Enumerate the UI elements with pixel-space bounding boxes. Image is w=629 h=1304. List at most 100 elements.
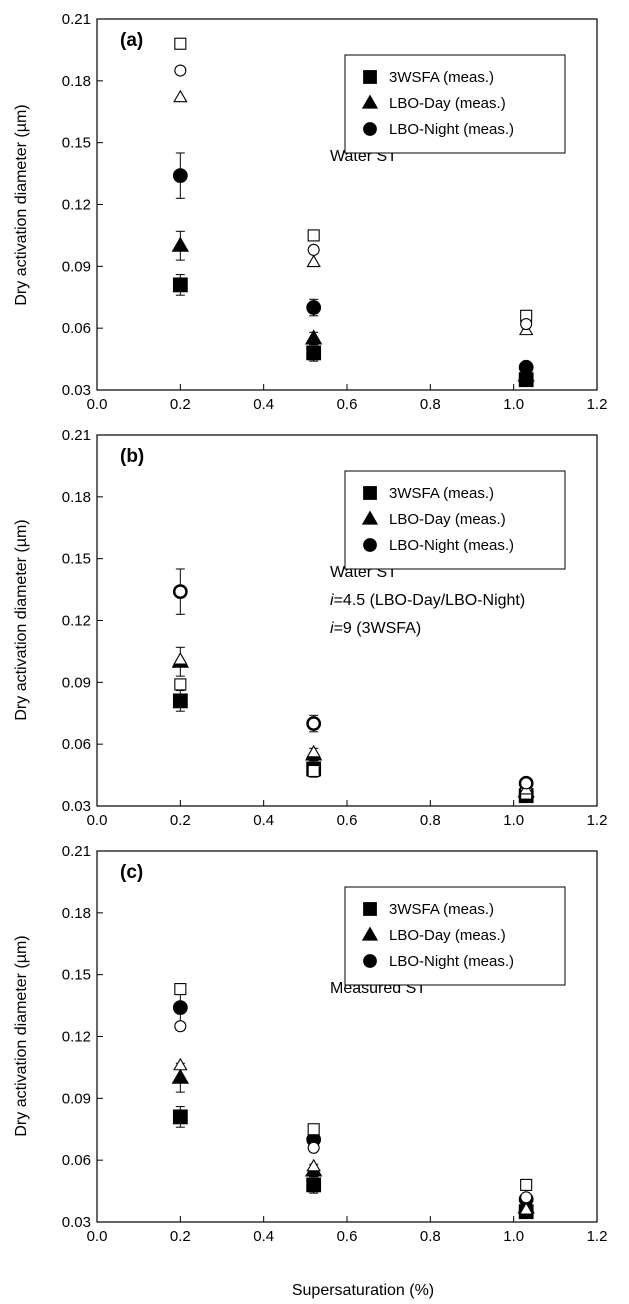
- annotation-text: i=9 (3WSFA): [330, 620, 421, 637]
- data-point-open: [520, 1191, 533, 1204]
- legend-box: [344, 886, 566, 986]
- legend-marker: [363, 954, 377, 968]
- legend-entry: LBO-Night (meas.): [389, 121, 514, 138]
- legend-box: [344, 54, 566, 154]
- y-tick-label: 0.18: [62, 489, 91, 506]
- y-axis-label: Dry activation diameter (µm): [13, 519, 30, 720]
- annotation-text: i=4.5 (LBO-Day/LBO-Night): [330, 592, 525, 609]
- y-tick-label: 0.12: [62, 613, 91, 630]
- data-point-measured: [171, 236, 190, 252]
- x-tick-label: 0.4: [253, 396, 274, 413]
- y-tick-label: 0.18: [62, 905, 91, 922]
- data-point-open: [306, 744, 321, 758]
- x-tick-label: 0.8: [420, 812, 441, 829]
- y-tick-label: 0.03: [62, 1214, 91, 1231]
- data-point-open: [306, 1158, 321, 1172]
- data-point-open: [307, 717, 320, 730]
- data-point-open: [307, 243, 320, 256]
- y-tick-label: 0.21: [62, 11, 91, 28]
- data-point-open: [173, 89, 188, 103]
- data-point-measured: [172, 1109, 188, 1125]
- legend-entry: 3WSFA (meas.): [389, 485, 494, 502]
- x-tick-label: 1.0: [503, 812, 524, 829]
- legend-entry: 3WSFA (meas.): [389, 69, 494, 86]
- x-tick-label: 0.0: [87, 1228, 108, 1245]
- data-point-open: [306, 254, 321, 268]
- y-tick-label: 0.15: [62, 135, 91, 152]
- legend-entry: LBO-Night (meas.): [389, 537, 514, 554]
- legend-entry: LBO-Night (meas.): [389, 953, 514, 970]
- x-tick-label: 0.0: [87, 812, 108, 829]
- data-point-open: [174, 64, 187, 77]
- legend-marker: [363, 538, 377, 552]
- y-axis-label: Dry activation diameter (µm): [13, 935, 30, 1136]
- panel-label: (c): [120, 862, 143, 883]
- chart-panel: 0.03 0.06 0.09 0.12 0.15 0.18 0.21 0.0 0.2 0.4 0.6…: [62, 843, 608, 1245]
- y-tick-label: 0.21: [62, 843, 91, 860]
- data-point-measured: [172, 693, 188, 709]
- y-tick-label: 0.09: [62, 258, 91, 275]
- data-point-measured: [171, 1068, 190, 1084]
- data-point-measured: [518, 359, 534, 375]
- data-point-open: [174, 983, 187, 996]
- data-point-open: [520, 1178, 533, 1191]
- y-tick-label: 0.09: [62, 674, 91, 691]
- y-tick-label: 0.15: [62, 967, 91, 984]
- data-point-measured: [172, 168, 188, 184]
- legend-marker: [361, 926, 379, 941]
- y-tick-label: 0.12: [62, 197, 91, 214]
- legend-entry: LBO-Day (meas.): [389, 927, 506, 944]
- x-tick-label: 1.2: [587, 812, 608, 829]
- data-point-measured: [172, 1000, 188, 1016]
- x-tick-label: 0.4: [253, 1228, 274, 1245]
- y-tick-label: 0.21: [62, 427, 91, 444]
- data-point-open: [307, 1123, 320, 1136]
- legend-marker: [361, 510, 379, 525]
- chart-panel: 0.03 0.06 0.09 0.12 0.15 0.18 0.21 0.0 0.2 0.4 0.6…: [62, 427, 608, 829]
- x-tick-label: 0.8: [420, 396, 441, 413]
- data-point-open: [174, 1020, 187, 1033]
- x-tick-label: 1.2: [587, 1228, 608, 1245]
- y-axis-label: Dry activation diameter (µm): [13, 104, 30, 305]
- legend-entry: LBO-Day (meas.): [389, 511, 506, 528]
- y-tick-label: 0.15: [62, 551, 91, 568]
- data-point-open: [307, 764, 320, 778]
- data-point-open: [174, 37, 187, 50]
- data-point-measured: [306, 1177, 322, 1193]
- data-point-open: [174, 585, 187, 598]
- data-point-open: [307, 229, 320, 242]
- x-tick-label: 0.6: [337, 1228, 358, 1245]
- x-tick-label: 0.0: [87, 396, 108, 413]
- legend-box: [344, 470, 566, 570]
- y-tick-label: 0.06: [62, 1152, 91, 1169]
- legend-marker: [363, 70, 377, 84]
- legend-entry: 3WSFA (meas.): [389, 901, 494, 918]
- legend-marker: [361, 94, 379, 109]
- data-point-open: [174, 678, 187, 691]
- data-point-open: [520, 777, 533, 790]
- data-point-open: [307, 1141, 320, 1154]
- legend-entry: LBO-Day (meas.): [389, 95, 506, 112]
- y-tick-label: 0.03: [62, 382, 91, 399]
- data-point-open: [518, 1202, 534, 1215]
- x-tick-label: 0.6: [337, 396, 358, 413]
- legend-marker: [363, 122, 377, 136]
- data-point-measured: [172, 277, 188, 293]
- x-tick-label: 0.8: [420, 1228, 441, 1245]
- data-point-open: [173, 652, 188, 665]
- x-tick-label: 0.2: [170, 1228, 191, 1245]
- y-tick-label: 0.06: [62, 320, 91, 337]
- data-point-open: [520, 317, 533, 331]
- y-tick-label: 0.18: [62, 73, 91, 90]
- x-tick-label: 1.0: [503, 396, 524, 413]
- x-tick-label: 1.0: [503, 1228, 524, 1245]
- x-tick-label: 1.2: [587, 396, 608, 413]
- y-tick-label: 0.03: [62, 798, 91, 815]
- y-tick-label: 0.12: [62, 1029, 91, 1046]
- x-axis-label: Supersaturation (%): [292, 1282, 434, 1299]
- data-point-open: [173, 1057, 188, 1071]
- data-point-measured: [304, 329, 323, 345]
- x-tick-label: 0.2: [170, 396, 191, 413]
- x-tick-label: 0.4: [253, 812, 274, 829]
